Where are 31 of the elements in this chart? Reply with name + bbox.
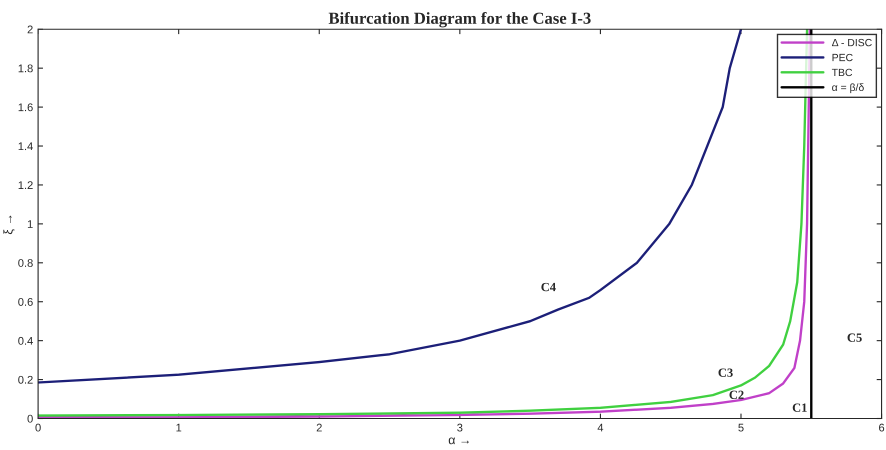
y-tick-label: 1.8 xyxy=(18,64,33,72)
x-tick-label: 6 xyxy=(879,424,884,432)
y-tick-label: 2 xyxy=(28,26,33,34)
y-tick-label: 0.2 xyxy=(18,376,33,384)
y-tick-label: 1.2 xyxy=(18,181,33,189)
annotation: C2 xyxy=(729,390,744,400)
annotation: C5 xyxy=(848,333,862,342)
y-tick-label: 1 xyxy=(28,220,33,228)
y-tick-label: 1.6 xyxy=(18,103,33,112)
annotation: C3 xyxy=(718,368,733,377)
legend-label: PEC xyxy=(832,54,853,62)
chart-title: Bifurcation Diagram for the Case I-3 xyxy=(328,12,591,28)
annotation: C4 xyxy=(541,282,556,292)
y-axis-title: ξ → xyxy=(3,216,15,234)
x-tick-label: 1 xyxy=(176,424,182,432)
x-tick-label: 0 xyxy=(35,424,41,432)
y-tick-label: 0.4 xyxy=(18,336,33,345)
y-tick-label: 0 xyxy=(27,414,33,423)
legend-label: α = β/δ xyxy=(832,83,864,94)
x-tick-label: 3 xyxy=(457,424,462,432)
x-tick-label: 4 xyxy=(598,424,604,432)
line-series xyxy=(38,29,742,384)
legend-label: Δ - DISC xyxy=(832,38,872,46)
annotation: C1 xyxy=(792,403,807,412)
legend-label: TBC xyxy=(832,68,852,76)
y-tick-label: 0.6 xyxy=(18,298,33,306)
x-axis-title: α → xyxy=(448,437,469,444)
x-tick-label: 2 xyxy=(316,424,322,432)
y-tick-label: 1.4 xyxy=(18,142,33,150)
x-tick-label: 5 xyxy=(738,424,744,432)
y-tick-label: 0.8 xyxy=(18,259,33,267)
